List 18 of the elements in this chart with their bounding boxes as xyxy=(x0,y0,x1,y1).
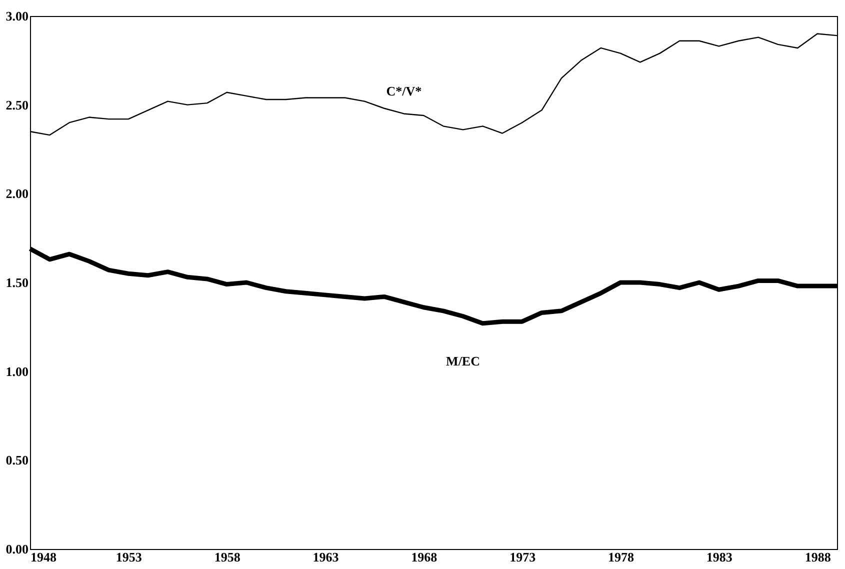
x-tick-label: 1983 xyxy=(706,550,733,564)
y-tick-label: 0.50 xyxy=(6,452,28,468)
text: M/EC xyxy=(446,353,480,368)
x-tick-label: 1968 xyxy=(411,550,438,564)
series-label: C*/V* xyxy=(386,84,422,99)
x-tick-label: 1973 xyxy=(510,550,536,564)
y-tick-label: 2.50 xyxy=(6,97,28,112)
x-tick-label: 1948 xyxy=(30,550,57,564)
x-tick-label: 1988 xyxy=(804,550,832,564)
x-tick-label: 1953 xyxy=(116,550,142,564)
y-tick-label: 2.00 xyxy=(6,186,28,202)
x-tick-label: 1963 xyxy=(312,550,340,564)
y-tick-label: 1.00 xyxy=(6,364,28,379)
y-tick-label: 3.00 xyxy=(6,8,28,24)
y-tick-label: 0.00 xyxy=(6,542,28,556)
x-tick-label: 1958 xyxy=(214,550,241,564)
x-tick-label: 1978 xyxy=(608,550,634,564)
y-tick-label: 1.50 xyxy=(6,275,28,290)
